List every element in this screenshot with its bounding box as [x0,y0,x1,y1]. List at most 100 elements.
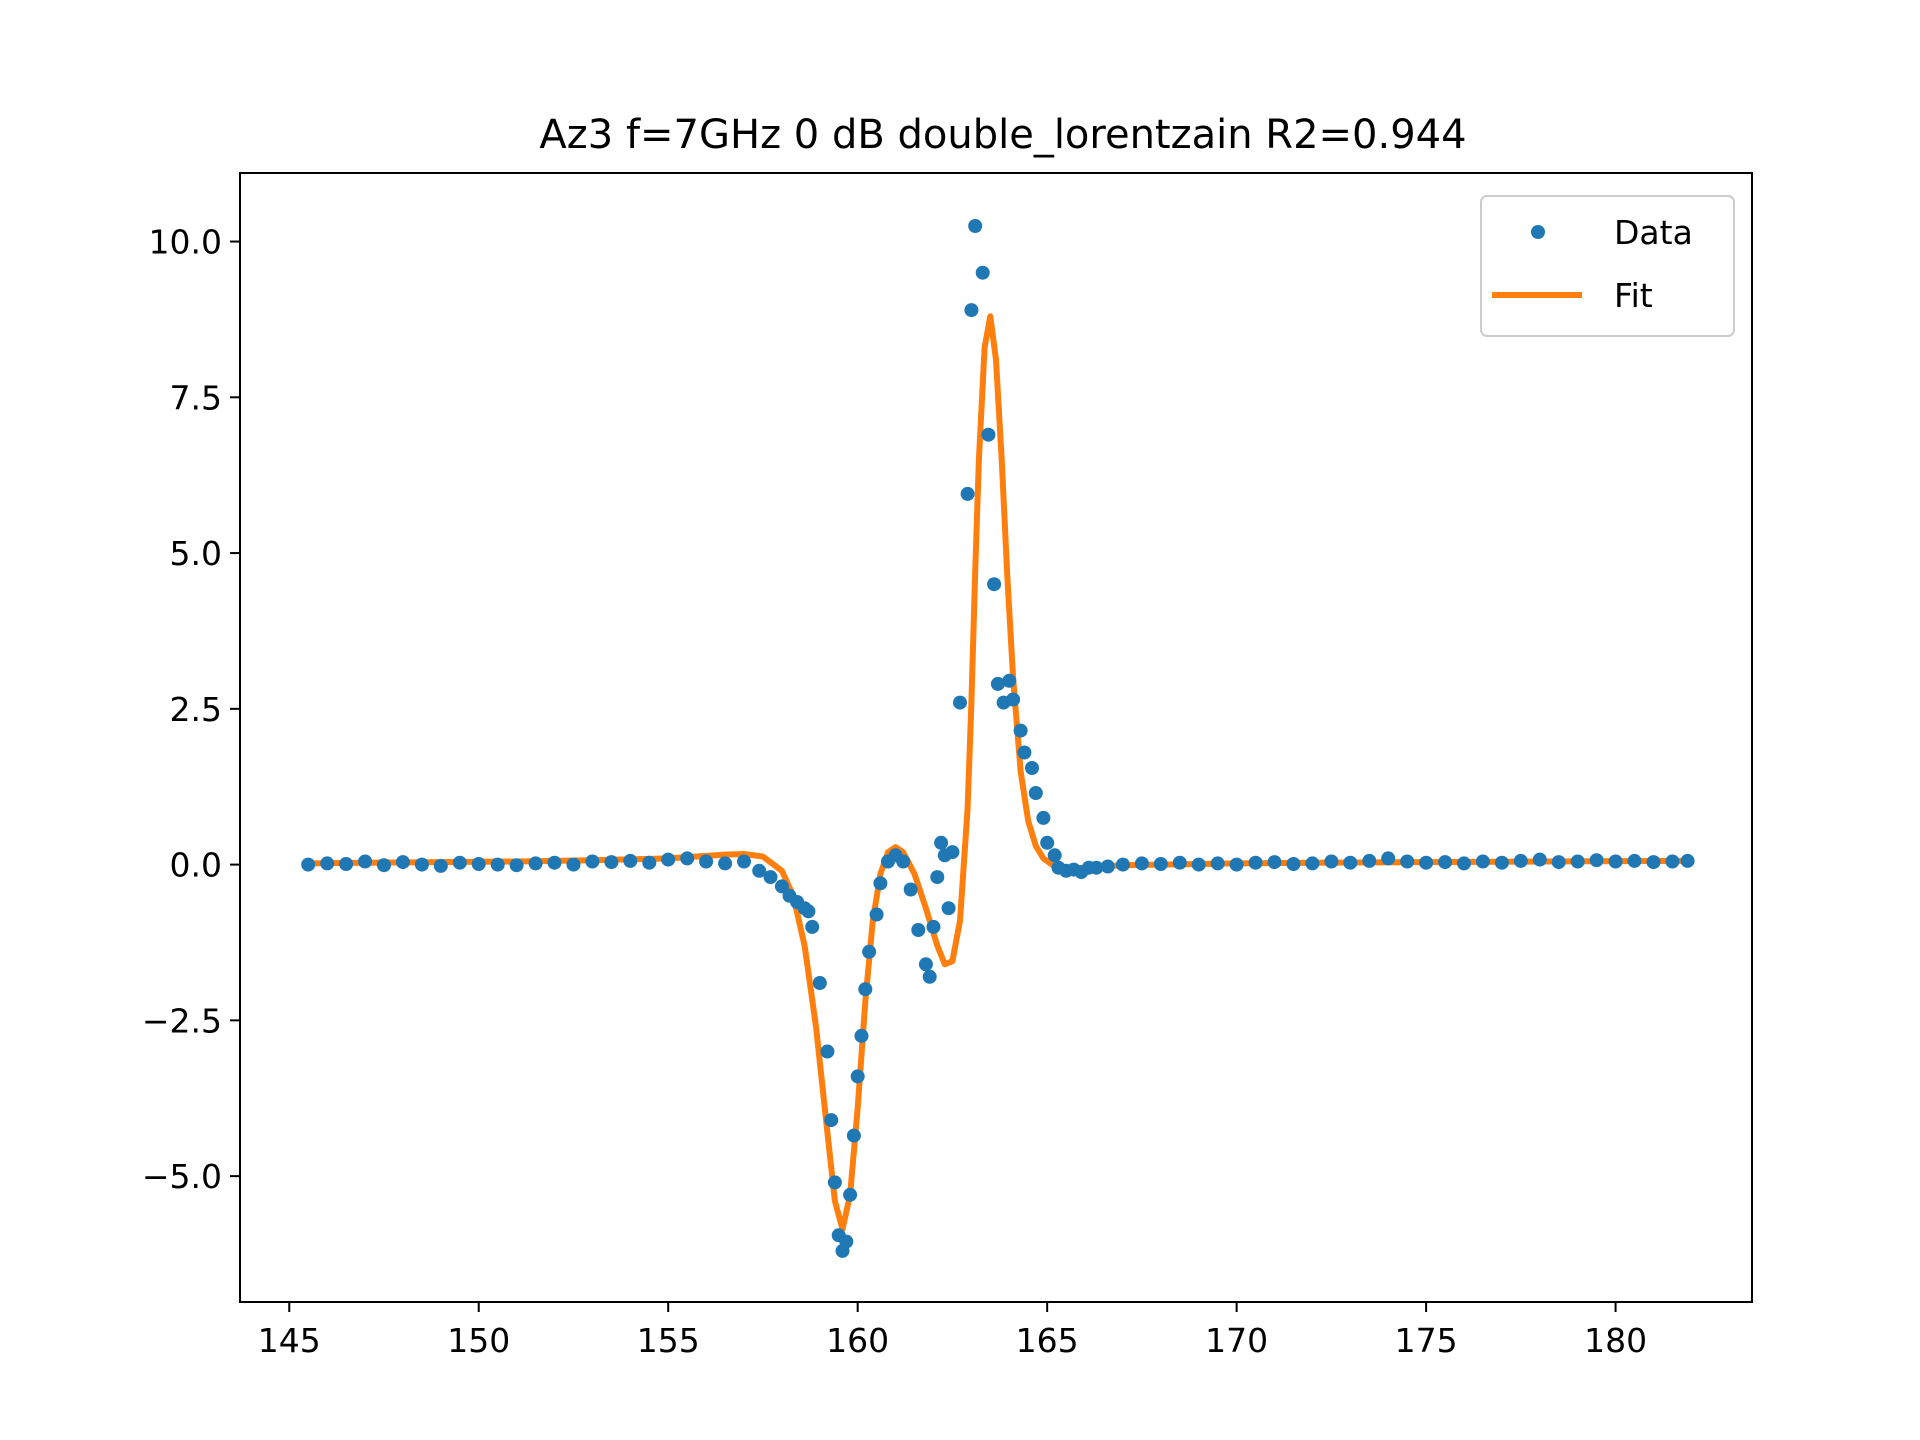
data-point [1381,851,1396,866]
data-point [869,907,884,922]
data-point [1006,692,1021,707]
x-tick-label: 170 [1205,1321,1268,1360]
data-point [903,882,918,897]
data-point [930,870,945,885]
data-point [1115,857,1130,872]
data-point [1551,855,1566,870]
data-point [1036,810,1051,825]
data-point [1100,859,1115,874]
data-point [490,857,505,872]
data-point [1457,856,1471,871]
data-point [1191,857,1206,872]
data-point [1153,857,1168,871]
data-point [934,835,949,850]
data-point [812,976,827,990]
data-point [1229,857,1244,872]
data-point [941,901,956,916]
data-point [1646,855,1661,870]
y-tick-label: 5.0 [170,534,222,573]
data-point [1362,853,1377,868]
data-point [854,1028,869,1043]
data-point [1028,786,1043,800]
plot-area [301,219,1695,1258]
legend: Data Fit [1480,195,1735,337]
data-point [604,855,619,870]
data-point [1608,854,1623,869]
y-tick-label: 2.5 [170,690,222,729]
data-point [301,857,316,872]
data-point [827,1175,842,1190]
data-point [1025,761,1039,775]
data-point [566,857,581,872]
legend-data-label: Data [1614,213,1693,252]
x-tick-label: 180 [1584,1321,1647,1360]
data-point [981,427,996,442]
data-point [820,1044,835,1059]
data-point [987,577,1002,592]
data-point [953,695,967,710]
data-point [918,957,933,972]
chart-title: Az3 f=7GHz 0 dB double_lorentzain R2=0.9… [539,112,1466,158]
data-point [358,854,373,869]
data-point [846,1128,861,1143]
y-tick-label: −2.5 [142,1001,222,1040]
data-point [1210,856,1225,871]
data-point [433,858,448,873]
plot-frame [239,172,1753,1303]
x-tick-label: 175 [1395,1321,1458,1360]
data-point [805,919,820,934]
data-point [1680,853,1695,868]
data-point [945,845,960,860]
data-point [774,879,789,894]
data-point [737,854,751,869]
data-point [1324,854,1339,869]
data-point [975,265,990,280]
data-point [839,1234,854,1249]
data-point [642,855,657,870]
legend-fit-label: Fit [1614,276,1653,315]
data-point [414,857,429,872]
data-point [320,856,335,871]
data-point [911,923,926,937]
data-point [1305,856,1320,871]
data-point [452,855,467,870]
data-point [922,969,937,984]
data-point [1267,855,1282,870]
data-point [1040,835,1055,850]
data-point [1248,855,1263,870]
data-point [377,858,391,873]
data-point [873,876,888,891]
data-point [1665,854,1680,869]
data-point [661,852,676,867]
data-point [1419,855,1434,870]
data-point [1172,855,1187,870]
data-point [1589,853,1604,868]
data-point [752,863,767,878]
legend-box [1480,195,1735,337]
data-point [858,982,873,997]
x-tick-label: 150 [447,1321,510,1360]
data-point [623,853,638,868]
data-point [1627,853,1642,868]
data-point [964,303,979,318]
data-point [1343,855,1358,870]
data-point [1438,855,1453,870]
y-axis: −5.0 −2.5 0.0 2.5 5.0 7.5 10.0 [142,223,240,1196]
data-point [862,944,877,959]
x-axis: 145 150 155 160 165 170 175 180 [258,1302,1647,1360]
x-tick-label: 155 [637,1321,700,1360]
data-point [1089,860,1104,875]
data-point [1475,854,1490,869]
data-point [585,854,600,869]
data-point [801,904,816,919]
data-point [395,855,410,870]
data-point [1013,723,1028,738]
data-point [339,857,354,871]
data-point [718,856,733,871]
data-point [896,854,911,869]
x-tick-label: 160 [826,1321,889,1360]
data-point [968,219,983,233]
data-point [471,857,486,871]
data-point [1513,853,1528,868]
